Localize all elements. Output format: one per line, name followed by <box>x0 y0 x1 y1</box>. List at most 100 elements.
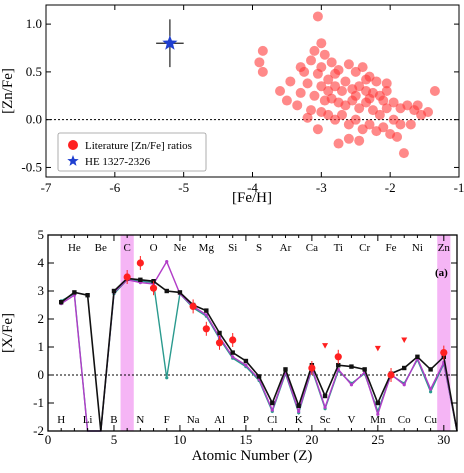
element-label-top: Ti <box>334 242 343 254</box>
model-point <box>402 365 407 371</box>
element-label-top: S <box>256 242 262 254</box>
observed-detection <box>440 349 448 357</box>
literature-point <box>398 148 409 159</box>
element-label-bottom: H <box>57 414 65 426</box>
literature-point <box>316 62 327 73</box>
model-point <box>297 409 301 413</box>
abundance-x-tick-label: 15 <box>239 432 252 447</box>
element-label-bottom: P <box>243 414 249 426</box>
literature-point <box>323 74 334 85</box>
literature-point <box>361 74 372 85</box>
model-point <box>204 308 209 313</box>
scatter-x-tick-label: -1 <box>454 180 464 195</box>
legend-star-icon <box>67 155 79 166</box>
element-label-top: Ni <box>412 242 423 254</box>
literature-point <box>343 133 354 144</box>
literature-point <box>343 59 354 70</box>
literature-point <box>257 66 268 77</box>
model-point <box>296 403 301 408</box>
model-point <box>349 364 354 369</box>
element-label-bottom: V <box>347 414 355 426</box>
literature-point <box>340 76 351 87</box>
legend-literature-marker <box>68 140 78 150</box>
abundance-x-tick-label: 0 <box>45 432 52 447</box>
model-point <box>270 400 275 406</box>
observed-upper-limit <box>322 343 329 349</box>
scatter-x-tick-label: -7 <box>41 180 52 195</box>
model-point <box>323 405 327 409</box>
model-point <box>256 374 262 379</box>
highlight-band-c <box>120 235 134 431</box>
element-label-bottom: Sc <box>320 414 331 426</box>
scatter-y-tick-label: 0.0 <box>26 112 42 127</box>
model-point <box>111 288 117 294</box>
literature-points <box>254 11 440 159</box>
model-point <box>322 393 328 399</box>
literature-point <box>309 45 320 56</box>
literature-point <box>299 66 310 77</box>
literature-point <box>295 87 306 98</box>
observed-detection <box>229 336 237 344</box>
observed-detection <box>308 364 316 372</box>
scatter-y-tick-label: 1.0 <box>26 16 42 31</box>
literature-point <box>378 95 389 106</box>
model-point <box>428 367 433 372</box>
element-label-bottom: Cu <box>424 414 437 426</box>
model-point <box>217 330 222 336</box>
abundance-x-tick-label: 25 <box>371 432 384 447</box>
abundance-panel: He Be C O Ne Mg Si S Ar Ca Ti Cr Fe Ni Zn H Li B N F Na Al P Cl… <box>0 227 458 464</box>
literature-point <box>309 90 320 101</box>
legend-box <box>57 132 207 172</box>
observed-detection <box>136 259 144 267</box>
literature-point <box>378 122 389 133</box>
scatter-x-tick-label: -3 <box>316 180 327 195</box>
model-point <box>402 383 406 387</box>
he1327-marker-group <box>156 19 184 68</box>
element-label-bottom: Na <box>187 414 200 426</box>
element-label-top: Zn <box>438 242 451 254</box>
abundance-plot-frame <box>47 234 458 432</box>
scatter-panel: -7 -6 -5 -4 -3 -2 -1 -0.5 0.0 0.5 1.0 [Fe/H] [Zn/F… <box>0 4 464 206</box>
element-label-bottom: N <box>136 414 144 426</box>
scatter-axis-ticks: -7 -6 -5 -4 -3 -2 -1 -0.5 0.0 0.5 1.0 <box>21 5 464 195</box>
abundance-x-axis-label: Atomic Number (Z) <box>192 448 313 464</box>
literature-point <box>354 135 365 146</box>
literature-point <box>312 11 323 22</box>
highlight-bands <box>120 235 451 431</box>
model-point <box>376 412 380 416</box>
literature-point <box>423 107 434 118</box>
model-point <box>58 300 64 305</box>
scatter-x-tick-label: -6 <box>109 180 120 195</box>
literature-point <box>302 112 313 123</box>
literature-point <box>395 119 406 130</box>
abundance-x-tick-label: 30 <box>437 432 450 447</box>
model-point <box>85 293 90 298</box>
model-point <box>177 290 183 295</box>
scatter-legend: Literature [Zn/Fe] ratios HE 1327-2326 <box>57 132 207 172</box>
literature-point <box>319 49 330 60</box>
panel-label: (a) <box>435 267 448 279</box>
element-label-bottom: Mn <box>370 414 386 426</box>
observed-upper-limit <box>401 337 408 343</box>
model-point <box>336 363 341 368</box>
literature-point <box>281 95 292 106</box>
abundance-x-tick-label: 10 <box>173 432 186 447</box>
model-point <box>165 260 169 264</box>
legend-he1327-label: HE 1327-2326 <box>85 156 151 168</box>
model-point <box>270 408 274 412</box>
literature-point <box>333 138 344 149</box>
abundance-y-tick-label: 2 <box>38 311 45 326</box>
model-point <box>243 358 249 364</box>
literature-point <box>302 78 313 89</box>
model-point <box>375 400 381 406</box>
literature-point <box>412 100 423 111</box>
abundance-axis-ticks: 0 5 10 15 20 25 30 -2 -1 0 1 2 3 4 5 <box>33 227 457 447</box>
literature-point <box>350 114 361 125</box>
abundance-y-tick-label: 3 <box>38 283 45 298</box>
element-label-top: Be <box>95 242 107 254</box>
model-point <box>415 354 420 359</box>
literature-point <box>316 38 327 49</box>
scatter-y-tick-label: -0.5 <box>21 159 42 174</box>
literature-point <box>330 68 341 79</box>
observed-detection <box>387 371 395 379</box>
